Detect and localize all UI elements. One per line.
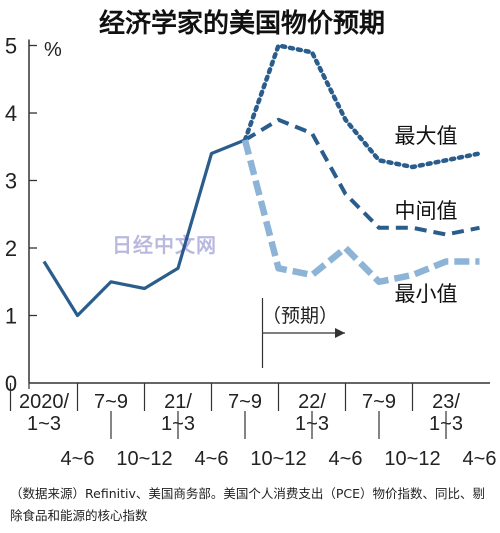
series-line-actual (42, 138, 246, 318)
series-label-mid: 中间值 (395, 199, 458, 223)
series-line-max (242, 43, 482, 170)
x-tick-label: 2020/ (19, 391, 69, 413)
y-tick-label: 5 (5, 34, 17, 59)
chart-title: 经济学家的美国物价预期 (99, 8, 385, 39)
x-tick-label: 21/ (164, 391, 192, 413)
watermark-text: 日经中文网 (112, 233, 217, 257)
y-tick-label: 2 (5, 236, 17, 261)
x-tick-label: 4~6 (329, 448, 363, 470)
x-tick-label: 4~6 (61, 448, 95, 470)
x-tick-label: 10~12 (250, 448, 306, 470)
axes: 0123452020/1~34~67~910~1221/1~34~67~910~… (5, 34, 497, 471)
y-tick-label: 3 (5, 169, 17, 194)
line-chart: 经济学家的美国物价预期 % 0123452020/1~34~67~910~122… (5, 8, 497, 471)
series-label-max: 最大值 (395, 124, 458, 148)
chart-series (42, 43, 482, 318)
forecast-label: （预期） (262, 305, 338, 327)
x-tick-label: 10~12 (384, 448, 440, 470)
series-line-min (241, 139, 480, 286)
x-tick-label: 1~3 (27, 413, 61, 435)
source-note: （数据来源）Refinitiv、美国商务部。美国个人消费支出（PCE）物价指数、… (10, 486, 486, 523)
x-tick-label: 7~9 (94, 391, 128, 413)
x-tick-label: 22/ (298, 391, 326, 413)
series-label-min: 最小值 (395, 282, 458, 306)
x-tick-label: 7~9 (228, 391, 262, 413)
x-tick-label: 23/ (432, 391, 460, 413)
x-tick-label: 4~6 (463, 448, 497, 470)
y-axis-unit: % (44, 39, 62, 61)
x-tick-label: 4~6 (195, 448, 229, 470)
x-tick-label: 10~12 (116, 448, 172, 470)
y-tick-label: 1 (5, 304, 17, 329)
x-tick-label: 7~9 (362, 391, 396, 413)
forecast-arrow-head (335, 328, 345, 338)
series-line-mid (243, 117, 480, 237)
y-tick-label: 4 (5, 101, 17, 126)
